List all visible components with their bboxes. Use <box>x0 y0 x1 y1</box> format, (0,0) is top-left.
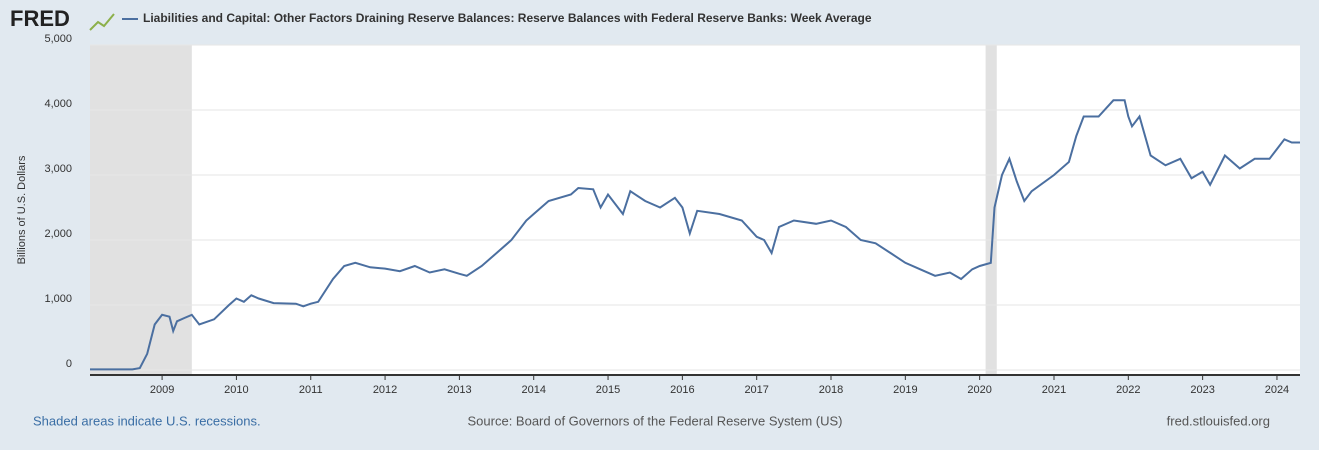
x-tick-label: 2020 <box>967 384 991 396</box>
site: fred.stlouisfed.org <box>1167 413 1270 428</box>
recession-band <box>985 45 997 375</box>
brand-logo: FRED <box>10 6 70 31</box>
x-tick-label: 2024 <box>1265 384 1289 396</box>
x-tick-label: 2009 <box>150 384 174 396</box>
x-tick-label: 2021 <box>1042 384 1066 396</box>
x-tick-label: 2022 <box>1116 384 1140 396</box>
y-tick-label: 1,000 <box>44 293 72 305</box>
y-tick-label: 0 <box>66 358 72 370</box>
recession-note: Shaded areas indicate U.S. recessions. <box>33 413 261 428</box>
y-tick-label: 2,000 <box>44 228 72 240</box>
legend-label: Liabilities and Capital: Other Factors D… <box>143 11 872 25</box>
x-tick-label: 2023 <box>1190 384 1214 396</box>
source: Source: Board of Governors of the Federa… <box>468 413 843 428</box>
data-line <box>90 99 1300 371</box>
x-tick-label: 2017 <box>744 384 768 396</box>
x-tick-label: 2012 <box>373 384 397 396</box>
x-tick-label: 2014 <box>521 384 545 396</box>
y-tick-label: 3,000 <box>44 163 72 175</box>
x-tick-label: 2019 <box>893 384 917 396</box>
y-tick-label: 5,000 <box>44 33 72 45</box>
recession-band <box>90 45 192 375</box>
x-tick-label: 2018 <box>819 384 843 396</box>
plot-area <box>90 45 1300 375</box>
y-tick-label: 4,000 <box>44 98 72 110</box>
x-tick-label: 2011 <box>299 384 323 396</box>
x-tick-label: 2015 <box>596 384 620 396</box>
x-tick-label: 2010 <box>224 384 248 396</box>
x-tick-label: 2013 <box>447 384 471 396</box>
logo-icon <box>89 13 115 31</box>
x-tick-label: 2016 <box>670 384 694 396</box>
y-axis-label: Billions of U.S. Dollars <box>16 155 28 264</box>
